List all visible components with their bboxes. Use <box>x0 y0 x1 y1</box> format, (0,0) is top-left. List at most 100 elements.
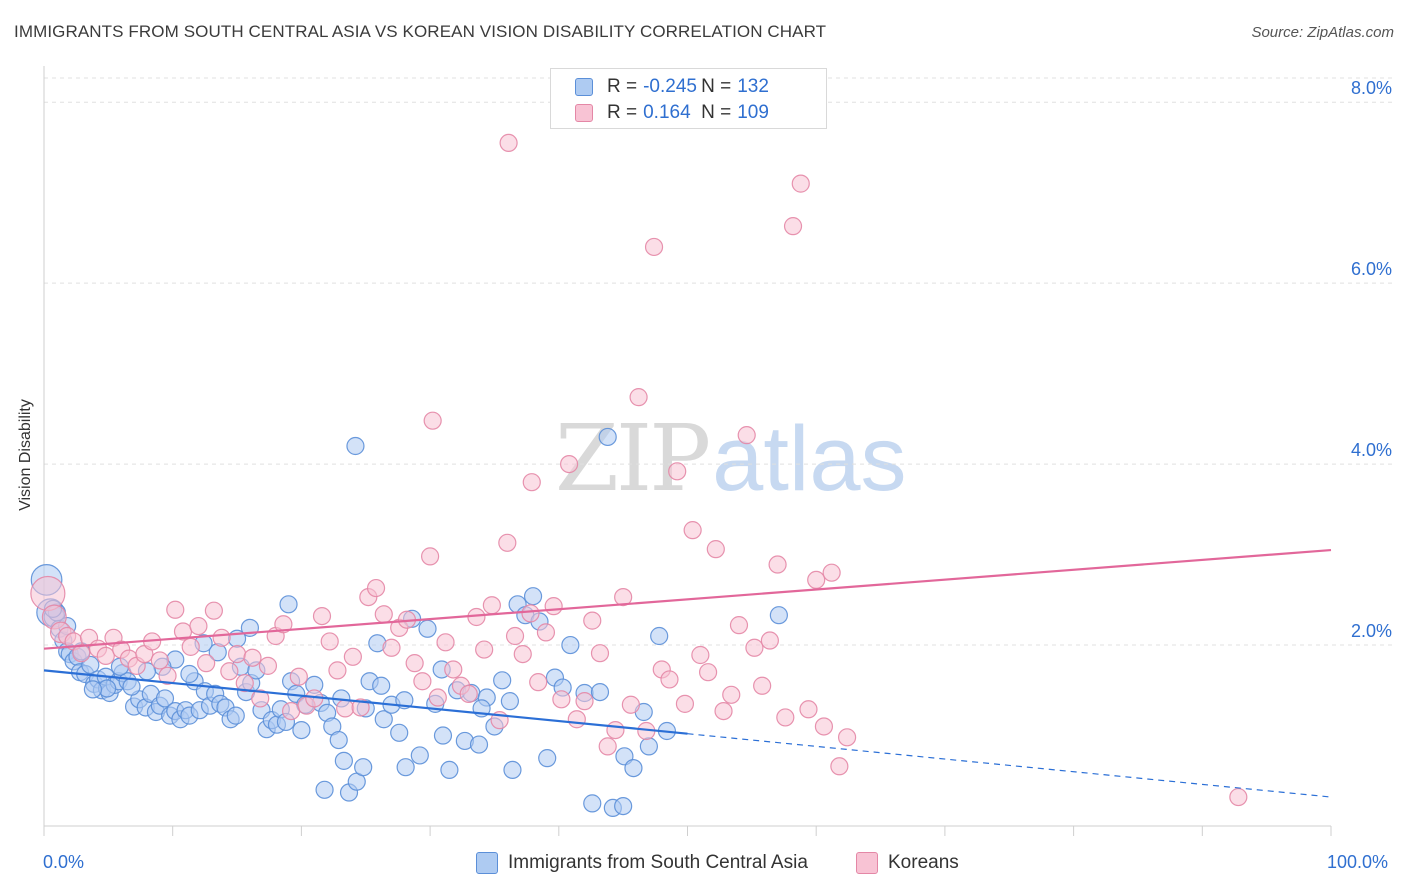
point-koreans <box>590 644 610 663</box>
point-koreans <box>274 615 293 634</box>
point-koreans <box>783 217 803 236</box>
y-tick-label: 8.0% <box>1350 78 1392 99</box>
point-immigrants <box>315 780 334 799</box>
point-immigrants <box>155 689 175 708</box>
point-koreans <box>428 688 447 707</box>
point-koreans <box>776 708 795 727</box>
point-koreans <box>513 644 532 664</box>
point-koreans <box>552 690 571 709</box>
point-koreans <box>606 720 625 740</box>
point-koreans <box>791 174 810 193</box>
point-immigrants <box>390 723 409 742</box>
point-koreans <box>459 684 478 704</box>
point-koreans <box>158 666 177 685</box>
point-koreans <box>482 596 501 615</box>
point-immigrants <box>433 726 453 745</box>
point-koreans <box>436 633 455 652</box>
point-koreans <box>204 601 223 620</box>
point-koreans <box>289 667 308 686</box>
r-value: 0.164 <box>643 102 691 123</box>
legend-item-immigrants[interactable]: Immigrants from South Central Asia <box>476 852 808 874</box>
point-koreans <box>475 640 494 659</box>
legend-label-koreans: Koreans <box>888 852 959 873</box>
point-koreans <box>351 698 370 717</box>
point-koreans <box>529 673 548 692</box>
point-immigrants <box>624 758 643 778</box>
n-value: 109 <box>737 102 769 123</box>
legend-item-koreans[interactable]: Koreans <box>856 852 959 874</box>
point-immigrants <box>292 720 311 740</box>
legend-swatch-pink <box>856 852 878 874</box>
series-legend: Immigrants from South Central Asia Korea… <box>0 850 1406 878</box>
point-koreans <box>366 578 386 598</box>
point-koreans <box>499 133 518 153</box>
point-koreans <box>698 663 718 682</box>
point-immigrants <box>410 746 429 765</box>
point-koreans <box>212 628 231 647</box>
point-koreans <box>336 699 355 718</box>
point-koreans <box>745 638 764 657</box>
point-koreans <box>444 660 463 679</box>
point-immigrants <box>226 706 245 725</box>
point-koreans <box>567 710 586 729</box>
trend-lines <box>43 548 1332 798</box>
point-koreans <box>343 647 362 666</box>
point-immigrants <box>598 427 617 447</box>
n-label: N = <box>701 76 732 97</box>
x-tick-label-min: 0.0% <box>43 852 85 872</box>
point-koreans <box>181 637 200 656</box>
point-immigrants <box>440 760 459 780</box>
point-koreans <box>382 638 401 657</box>
point-koreans <box>498 533 517 552</box>
point-koreans <box>1229 787 1248 807</box>
point-koreans <box>629 388 648 407</box>
point-koreans <box>668 462 687 481</box>
point-immigrants <box>523 587 543 606</box>
legend-swatch-pink <box>575 104 593 122</box>
point-koreans <box>799 700 818 719</box>
point-immigrants <box>374 710 393 729</box>
point-immigrants <box>346 436 365 456</box>
point-koreans <box>644 237 664 257</box>
y-tick-label: 2.0% <box>1350 621 1392 642</box>
point-koreans <box>243 648 262 667</box>
point-immigrants <box>279 595 298 614</box>
x-tick-label-max: 100.0% <box>1327 852 1389 872</box>
point-koreans <box>768 555 787 574</box>
point-koreans <box>227 644 247 664</box>
point-immigrants <box>396 758 415 777</box>
point-koreans <box>96 646 115 666</box>
point-koreans <box>522 473 541 492</box>
point-koreans <box>536 623 556 642</box>
r-value: -0.245 <box>643 76 697 97</box>
point-koreans <box>807 570 826 590</box>
axes <box>43 66 1332 836</box>
point-koreans <box>166 600 185 619</box>
point-koreans <box>423 411 442 430</box>
point-koreans <box>706 540 725 559</box>
point-koreans <box>691 645 710 665</box>
point-koreans <box>544 597 563 616</box>
point-koreans <box>421 547 440 566</box>
point-koreans <box>150 651 169 670</box>
point-koreans <box>753 676 772 695</box>
point-koreans <box>683 521 702 540</box>
point-koreans <box>413 672 432 691</box>
point-immigrants <box>329 730 348 750</box>
trend-line-koreans <box>43 548 1332 650</box>
point-koreans <box>837 728 857 747</box>
r-label: R = <box>607 76 638 97</box>
point-koreans <box>374 605 393 624</box>
point-koreans <box>197 654 216 673</box>
stats-row-koreans: R = 0.164 N = 109 <box>575 101 769 125</box>
point-immigrants <box>590 682 610 702</box>
y-tick-label: 4.0% <box>1350 440 1392 461</box>
point-koreans <box>814 717 834 736</box>
point-koreans <box>30 575 66 612</box>
point-koreans <box>760 631 779 650</box>
stats-legend: R = -0.245 N = 132 R = 0.164 N = 109 <box>550 68 827 129</box>
point-immigrants <box>334 751 353 770</box>
point-immigrants <box>769 606 788 625</box>
point-koreans <box>559 454 579 474</box>
point-koreans <box>258 656 278 675</box>
